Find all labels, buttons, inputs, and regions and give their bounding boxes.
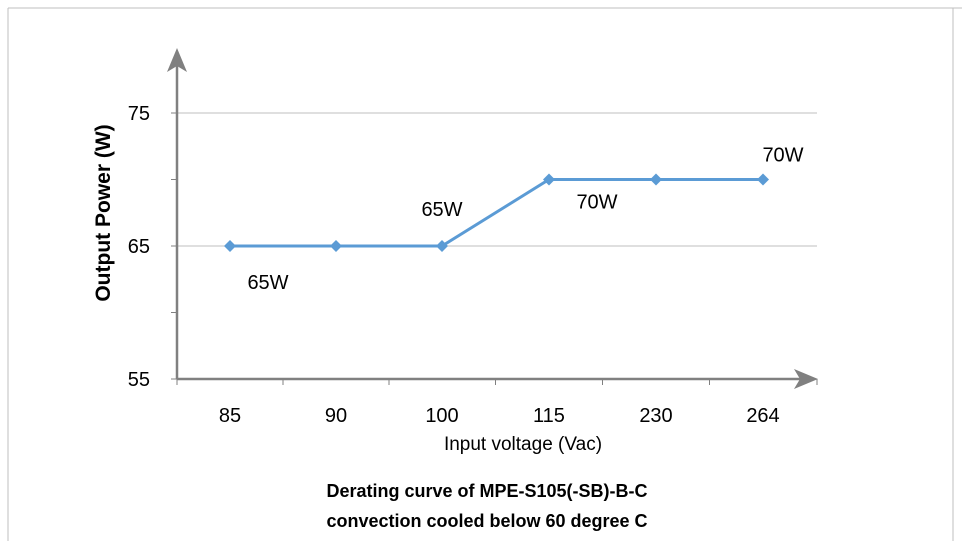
data-label: 70W	[576, 192, 617, 214]
x-tick-label: 90	[325, 405, 347, 427]
data-point	[224, 240, 236, 252]
x-tick-label: 264	[746, 405, 779, 427]
y-tick-label: 75	[128, 103, 150, 125]
x-axis-arrowhead	[794, 369, 818, 389]
data-point	[757, 173, 769, 186]
y-axis-arrowhead	[167, 48, 187, 72]
axes	[167, 48, 818, 389]
data-point	[650, 173, 662, 186]
x-tick-label: 230	[639, 405, 672, 427]
x-tick-label: 100	[425, 405, 458, 427]
data-point	[543, 173, 555, 186]
y-axis-label: Output Power (W)	[92, 124, 115, 301]
data-label: 70W	[762, 145, 803, 167]
data-point	[330, 240, 342, 252]
x-axis-label: Input voltage (Vac)	[444, 434, 602, 455]
caption-line-2: convection cooled below 60 degree C	[326, 511, 647, 531]
y-tick-label: 65	[128, 236, 150, 258]
x-tick-label: 115	[533, 405, 565, 427]
caption-line-1: Derating curve of MPE-S105(-SB)-B-C	[326, 481, 647, 501]
series-line	[230, 178, 763, 248]
data-label: 65W	[421, 199, 462, 221]
data-point	[436, 240, 448, 252]
y-tick-label: 55	[128, 369, 150, 391]
series-layer	[224, 173, 769, 252]
labels-layer: 55 65 75 85 90 100 115 230 264 65W 65W 70W 70W	[128, 103, 804, 427]
x-tick-label: 85	[219, 405, 241, 427]
data-label: 65W	[247, 272, 288, 294]
